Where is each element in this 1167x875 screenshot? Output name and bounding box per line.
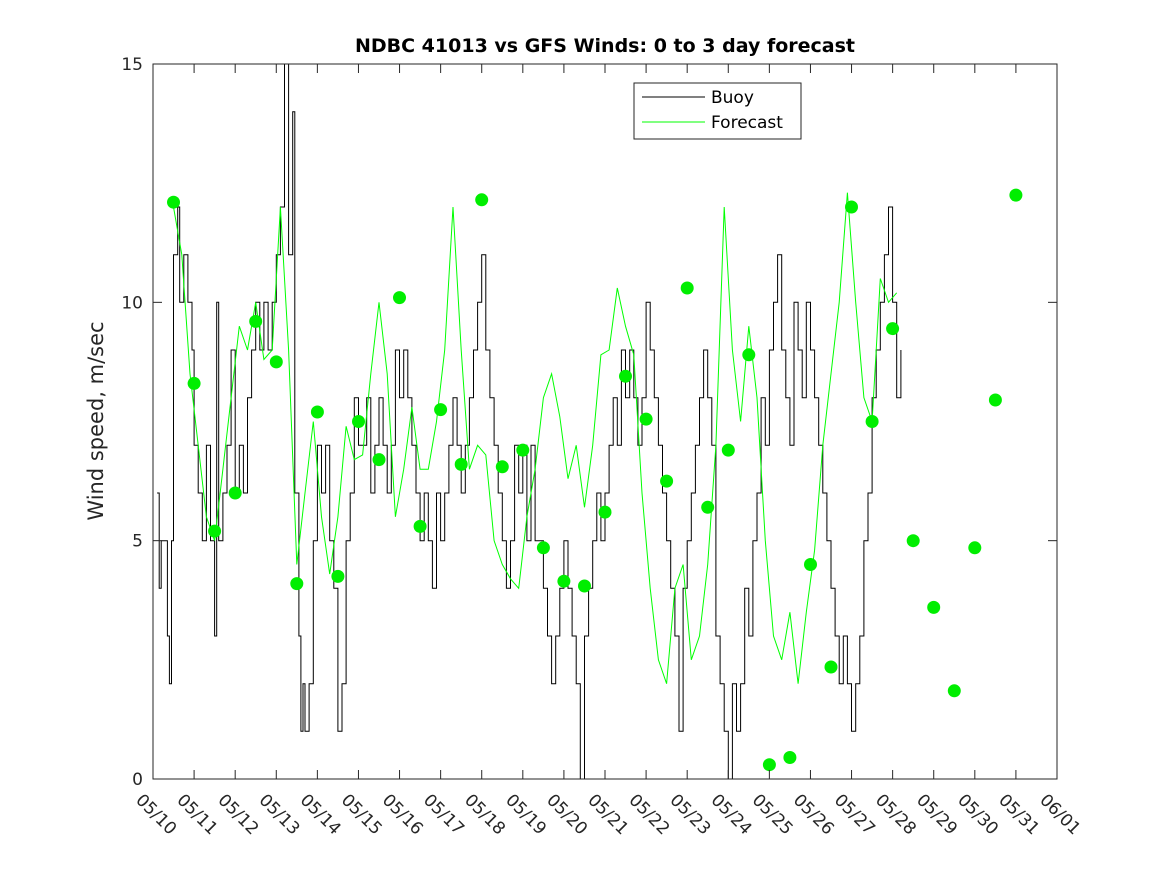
- forecast-marker: [495, 460, 509, 474]
- forecast-marker: [434, 403, 448, 417]
- forecast-marker: [269, 355, 283, 369]
- x-tick-label: 05/15: [337, 790, 386, 839]
- x-tick-label: 05/28: [871, 790, 920, 839]
- forecast-marker: [310, 405, 324, 419]
- x-tick-label: 05/26: [789, 790, 838, 839]
- forecast-marker: [475, 193, 489, 207]
- forecast-marker: [536, 541, 550, 555]
- x-tick-label: 05/19: [501, 790, 550, 839]
- forecast-marker: [804, 558, 817, 571]
- x-tick-label: 05/27: [830, 790, 879, 839]
- x-tick-label: 05/13: [255, 790, 304, 839]
- x-tick-label: 05/29: [912, 790, 961, 839]
- forecast-marker: [701, 500, 715, 514]
- legend: Buoy Forecast: [633, 82, 802, 140]
- forecast-marker: [865, 415, 879, 428]
- x-tick-label: 05/21: [583, 790, 632, 839]
- forecast-marker: [1009, 188, 1023, 202]
- x-tick-label: 05/12: [214, 790, 263, 839]
- forecast-marker: [598, 505, 612, 519]
- y-tick-label: 10: [121, 293, 143, 313]
- forecast-marker: [619, 369, 632, 383]
- forecast-marker: [639, 412, 653, 426]
- forecast-marker: [187, 376, 201, 390]
- legend-label-forecast: Forecast: [711, 113, 783, 133]
- x-tick-label: 05/18: [460, 790, 509, 839]
- x-tick-label: 05/22: [625, 790, 674, 839]
- forecast-marker: [762, 758, 776, 772]
- forecast-marker: [578, 579, 591, 593]
- x-tick-label: 06/01: [1035, 790, 1084, 839]
- forecast-marker: [947, 684, 961, 698]
- forecast-marker: [906, 534, 920, 548]
- buoy-series-line: [157, 63, 902, 780]
- forecast-marker: [454, 457, 468, 471]
- forecast-marker: [721, 443, 735, 457]
- x-tick-label: 05/30: [953, 790, 1002, 839]
- marker-layer: [167, 188, 1023, 772]
- forecast-series-line: [173, 192, 898, 684]
- forecast-marker: [208, 524, 222, 538]
- y-tick-label: 15: [121, 55, 143, 75]
- forecast-marker: [413, 519, 427, 533]
- series-layer: [157, 63, 902, 780]
- chart-title: NDBC 41013 vs GFS Winds: 0 to 3 day fore…: [355, 35, 855, 57]
- x-tick-label: 05/25: [748, 790, 797, 839]
- forecast-marker: [557, 574, 571, 588]
- x-tick-label: 05/14: [296, 790, 345, 839]
- forecast-marker: [331, 569, 345, 583]
- y-axis-label: Wind speed, m/sec: [84, 321, 108, 520]
- forecast-marker: [845, 200, 858, 214]
- forecast-marker: [886, 322, 900, 336]
- forecast-marker: [742, 348, 756, 362]
- forecast-marker: [352, 415, 365, 428]
- forecast-marker: [783, 751, 797, 764]
- forecast-marker: [290, 577, 304, 591]
- x-tick-label: 05/31: [994, 790, 1043, 839]
- forecast-marker: [927, 600, 941, 614]
- y-tick-label: 5: [132, 532, 143, 552]
- y-axis-ticks: 0 5 10 15: [121, 55, 1057, 790]
- forecast-marker: [660, 474, 674, 488]
- forecast-marker: [968, 541, 982, 555]
- forecast-marker: [680, 281, 694, 295]
- x-tick-label: 05/24: [707, 790, 756, 839]
- forecast-marker: [228, 486, 242, 500]
- legend-box: [633, 82, 802, 140]
- x-tick-label: 05/10: [131, 790, 180, 839]
- legend-label-buoy: Buoy: [711, 88, 754, 108]
- x-tick-label: 05/23: [666, 790, 715, 839]
- y-tick-label: 0: [132, 770, 143, 790]
- forecast-marker: [249, 314, 263, 328]
- plot-area: [153, 64, 1057, 779]
- forecast-marker: [516, 443, 530, 457]
- x-tick-label: 05/17: [419, 790, 468, 839]
- forecast-marker: [372, 453, 386, 467]
- forecast-marker: [988, 393, 1002, 407]
- forecast-marker: [824, 660, 838, 674]
- forecast-marker: [393, 291, 406, 305]
- forecast-marker: [167, 195, 180, 209]
- x-tick-label: 05/16: [378, 790, 427, 839]
- x-tick-label: 05/20: [542, 790, 591, 839]
- x-tick-label: 05/11: [173, 790, 222, 839]
